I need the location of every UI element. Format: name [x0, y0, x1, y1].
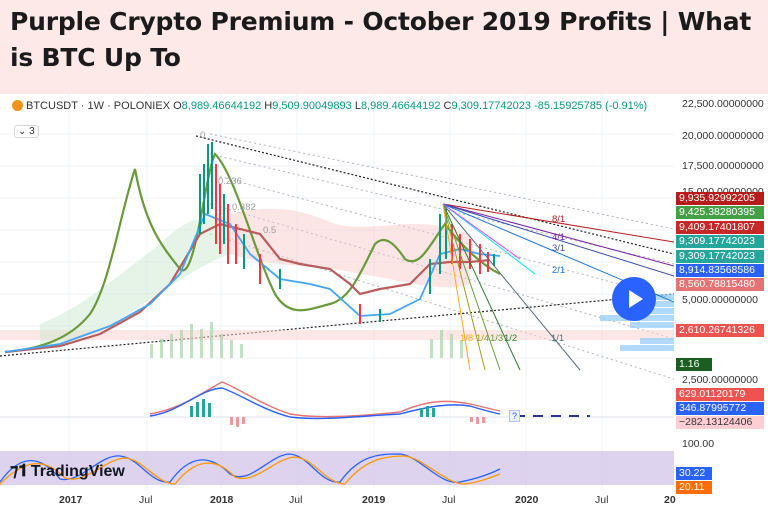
low-value: 8,989.46644192: [360, 100, 441, 112]
change-value: -85.15925785 (-0.91%): [534, 100, 648, 112]
time-axis[interactable]: 2017 Jul 2018 Jul 2019 Jul 2020 Jul 20: [0, 488, 676, 513]
fib-fan-lines: [209, 133, 674, 380]
price-badge: 9,425.38280395: [676, 206, 764, 219]
price-badge: 2,610.26741326: [676, 324, 764, 337]
chevron-down-icon: ⌄: [18, 126, 27, 137]
indicators-toggle[interactable]: ⌄ 3: [14, 125, 39, 138]
gann-fan-label: 4/1: [552, 232, 566, 243]
gann-fan-label: 1/3: [490, 333, 504, 344]
tradingview-chart[interactable]: 0 0.236 0.382 0.5 8/1 4/1 3/1 2/1 1/8 1/…: [0, 94, 768, 513]
gann-fan-label: 2/1: [552, 265, 566, 276]
gann-fan-label: 1/2: [504, 333, 518, 344]
help-icon[interactable]: ?: [509, 410, 521, 422]
play-icon: [629, 290, 643, 308]
high-value: 9,509.90049893: [272, 100, 352, 112]
fib-label: 0.5: [263, 225, 277, 236]
fib-label: 0.382: [232, 202, 256, 213]
symbol-name[interactable]: BTCUSDT · 1W · POLONIEX: [26, 100, 171, 112]
gann-fan-label: 1/8: [460, 333, 474, 344]
macd-badge: 346.87995772: [676, 402, 764, 415]
price-badge: 9,309.17742023: [676, 250, 764, 263]
price-axis[interactable]: 22,500.00000000 20,000.00000000 17,500.0…: [674, 94, 768, 513]
indicators-count: 3: [29, 126, 35, 137]
fib-label: 0: [200, 130, 206, 141]
tradingview-mark-icon: ⁊𝟏: [10, 461, 28, 480]
macd-pane[interactable]: [0, 381, 674, 427]
time-label: 2017: [59, 494, 83, 506]
time-label: Jul: [595, 494, 609, 506]
price-tick: 17,500.00000000: [682, 160, 764, 172]
time-label: 2018: [210, 494, 234, 506]
low-label: L: [354, 100, 361, 112]
stoch-rsi-pane[interactable]: [0, 451, 674, 485]
close-label: C: [443, 100, 452, 112]
close-value: 9,309.17742023: [451, 100, 532, 112]
support-zone: [0, 330, 674, 340]
fib-label: 0.236: [218, 176, 242, 187]
watermark-text: TradingView: [30, 463, 125, 480]
page-title: Purple Crypto Premium - October 2019 Pro…: [10, 7, 752, 72]
price-tick: 22,500.00000000: [682, 98, 764, 110]
time-label: Jul: [289, 494, 303, 506]
time-label: Jul: [442, 494, 456, 506]
open-label: O: [173, 100, 182, 112]
time-label: 2019: [362, 494, 386, 506]
price-tick: 2,500.00000000: [682, 374, 758, 386]
price-tick: 20,000.00000000: [682, 130, 764, 142]
price-badge: 8,914.83568586: [676, 264, 764, 277]
ichimoku-cloud-green: [40, 218, 230, 346]
price-badge: 8,560.78815480: [676, 278, 764, 291]
gann-fan-label: 1/4: [476, 333, 490, 344]
price-badge: 9,309.17742023: [676, 235, 764, 248]
price-tick: 5,000.00000000: [682, 294, 758, 306]
main-chart-canvas[interactable]: [0, 94, 674, 488]
ichimoku-cloud: [230, 208, 470, 288]
high-label: H: [264, 100, 273, 112]
green-moving-average[interactable]: [4, 152, 501, 354]
macd-badge: 629.01120179: [676, 388, 764, 401]
gann-fan[interactable]: [442, 203, 674, 371]
lower-trendline[interactable]: [0, 293, 674, 357]
macd-badge: −282.13124406: [676, 416, 764, 429]
gann-fan-label: 1/1: [551, 333, 565, 344]
price-badge: 9,409.17401807: [676, 221, 764, 234]
time-label: 20: [664, 494, 676, 506]
time-label: Jul: [139, 494, 153, 506]
volume-badge: 1.16 K: [676, 358, 712, 383]
gann-fan-label: 3/1: [552, 243, 566, 254]
time-label: 2020: [515, 494, 539, 506]
stoch-badge: 30.22: [676, 467, 712, 480]
play-button[interactable]: [612, 277, 656, 321]
candles[interactable]: [199, 142, 495, 324]
blue-conversion-line[interactable]: [4, 212, 501, 353]
volume-bars: [150, 322, 463, 358]
price-badge: 9,935.92992205: [676, 192, 764, 205]
price-tick: 100.00: [682, 438, 715, 450]
stoch-badge: 20.11: [676, 481, 712, 494]
tradingview-logo: ⁊𝟏 TradingView: [10, 461, 125, 481]
gann-fan-label: 8/1: [552, 214, 566, 225]
symbol-legend[interactable]: BTCUSDT · 1W · POLONIEX O8,989.46644192 …: [12, 100, 647, 112]
bitcoin-icon: [12, 100, 23, 111]
open-value: 8,989.46644192: [181, 100, 262, 112]
